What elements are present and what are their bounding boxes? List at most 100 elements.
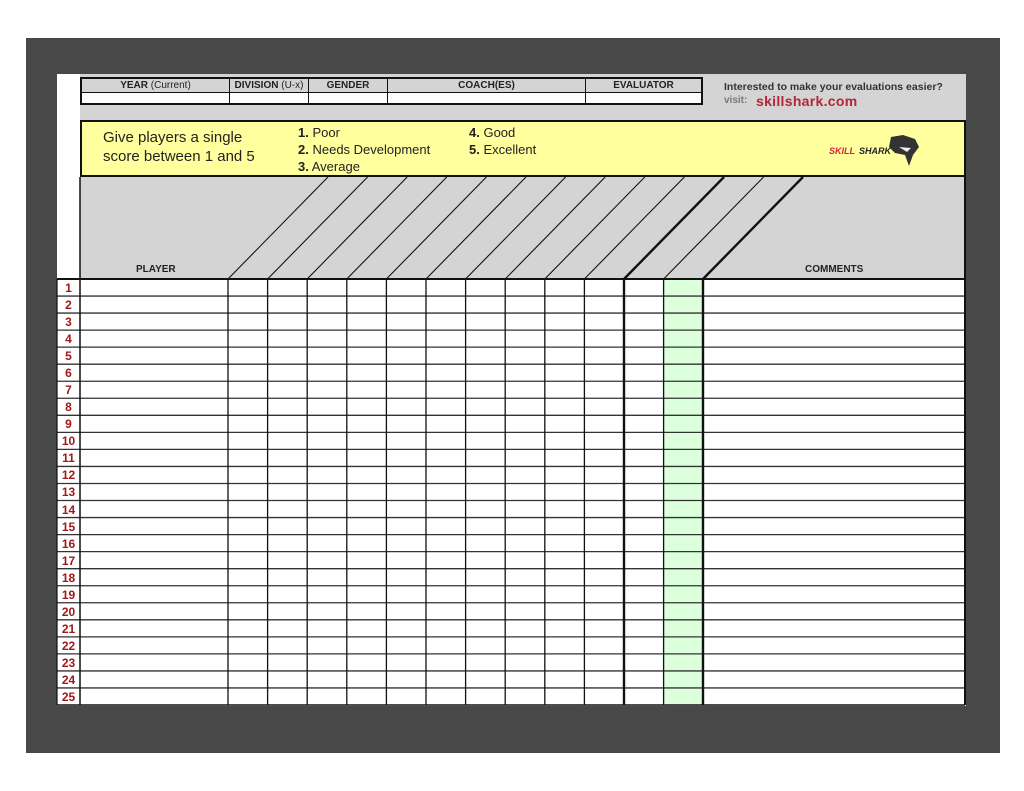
player-name-cell[interactable] [80, 381, 228, 398]
comment-cell[interactable] [703, 364, 965, 381]
player-name-cell[interactable] [80, 501, 228, 518]
comment-cell[interactable] [703, 347, 965, 364]
row-number: 22 [61, 638, 76, 653]
row-number: 25 [61, 689, 76, 704]
highlight-column [663, 279, 703, 705]
scale-label: Poor [312, 125, 340, 140]
player-name-cell[interactable] [80, 620, 228, 637]
row-number: 7 [65, 383, 72, 398]
comment-cell[interactable] [703, 688, 965, 705]
row-number: 21 [61, 621, 76, 636]
player-name-cell[interactable] [80, 296, 228, 313]
division-sublabel: (U-x) [281, 80, 304, 91]
row-number: 3 [65, 315, 72, 330]
player-name-cell[interactable] [80, 330, 228, 347]
scale-label: Excellent [483, 142, 537, 157]
skill-header-diagonal [425, 176, 527, 280]
player-name-cell[interactable] [80, 398, 228, 415]
svg-text:SHARK: SHARK [859, 146, 893, 156]
player-name-cell[interactable] [80, 483, 228, 500]
comment-cell[interactable] [703, 552, 965, 569]
instruction-line-1: Give players a single [103, 129, 243, 146]
comment-cell[interactable] [703, 501, 965, 518]
comment-cell[interactable] [703, 569, 965, 586]
row-number: 5 [65, 349, 72, 364]
division-label: DIVISION [234, 80, 279, 91]
player-name-cell[interactable] [80, 415, 228, 432]
comment-cell[interactable] [703, 279, 965, 296]
comment-cell[interactable] [703, 518, 965, 535]
comment-cell[interactable] [703, 313, 965, 330]
comment-cell[interactable] [703, 603, 965, 620]
scale-label: Good [483, 125, 516, 140]
player-name-cell[interactable] [80, 654, 228, 671]
player-name-cell[interactable] [80, 466, 228, 483]
skill-header-diagonal [227, 176, 329, 280]
header-fields-table: YEAR (Current) DIVISION (U-x) GENDER COA… [80, 77, 703, 105]
comment-cell[interactable] [703, 381, 965, 398]
evaluator-label: EVALUATOR [586, 79, 701, 93]
gender-input[interactable] [309, 93, 387, 103]
year-field: YEAR (Current) [82, 79, 230, 103]
player-name-cell[interactable] [80, 535, 228, 552]
player-name-cell[interactable] [80, 637, 228, 654]
row-number: 15 [61, 519, 76, 534]
scale-label: Average [311, 159, 360, 174]
row-number: 4 [65, 332, 72, 347]
year-input[interactable] [82, 93, 229, 103]
player-name-cell[interactable] [80, 603, 228, 620]
row-number: 17 [61, 553, 76, 568]
comment-cell[interactable] [703, 483, 965, 500]
evaluator-input[interactable] [586, 93, 701, 103]
player-name-cell[interactable] [80, 518, 228, 535]
player-name-cell[interactable] [80, 279, 228, 296]
skillshark-link[interactable]: skillshark.com [756, 93, 858, 109]
comment-cell[interactable] [703, 296, 965, 313]
player-name-cell[interactable] [80, 552, 228, 569]
player-name-cell[interactable] [80, 432, 228, 449]
player-name-cell[interactable] [80, 364, 228, 381]
player-name-cell[interactable] [80, 347, 228, 364]
scale-number: 2. [298, 142, 309, 157]
row-number: 9 [65, 417, 72, 432]
comment-cell[interactable] [703, 398, 965, 415]
coaches-input[interactable] [388, 93, 585, 103]
comment-cell[interactable] [703, 620, 965, 637]
skill-header-diagonal [267, 176, 368, 280]
comment-cell[interactable] [703, 637, 965, 654]
row-number: 19 [61, 587, 76, 602]
comment-cell[interactable] [703, 415, 965, 432]
comment-cell[interactable] [703, 466, 965, 483]
comment-cell[interactable] [703, 449, 965, 466]
skill-header-diagonal [702, 176, 804, 280]
skill-header-diagonal [504, 176, 606, 280]
comment-cell[interactable] [703, 432, 965, 449]
gender-label: GENDER [309, 79, 387, 93]
comment-cell[interactable] [703, 654, 965, 671]
year-label: YEAR [120, 80, 148, 91]
scale-list-1: 1. Poor 2. Needs Development 3. Average [298, 124, 430, 175]
scale-number: 3. [298, 159, 309, 174]
scale-item-2: 2. Needs Development [298, 141, 430, 158]
player-name-cell[interactable] [80, 671, 228, 688]
evaluator-field: EVALUATOR [586, 79, 701, 103]
player-name-cell[interactable] [80, 688, 228, 705]
row-number: 12 [61, 468, 76, 483]
comment-cell[interactable] [703, 671, 965, 688]
player-name-cell[interactable] [80, 449, 228, 466]
scale-label: Needs Development [312, 142, 431, 157]
row-number: 8 [65, 400, 72, 415]
row-number: 18 [61, 570, 76, 585]
row-number: 11 [62, 451, 75, 466]
division-input[interactable] [230, 93, 308, 103]
player-name-cell[interactable] [80, 586, 228, 603]
skill-header-diagonal [584, 176, 685, 280]
visit-label: visit: [724, 95, 748, 106]
skill-header-area [80, 177, 966, 279]
comment-cell[interactable] [703, 535, 965, 552]
player-name-cell[interactable] [80, 569, 228, 586]
player-name-cell[interactable] [80, 313, 228, 330]
comment-cell[interactable] [703, 330, 965, 347]
comment-cell[interactable] [703, 586, 965, 603]
